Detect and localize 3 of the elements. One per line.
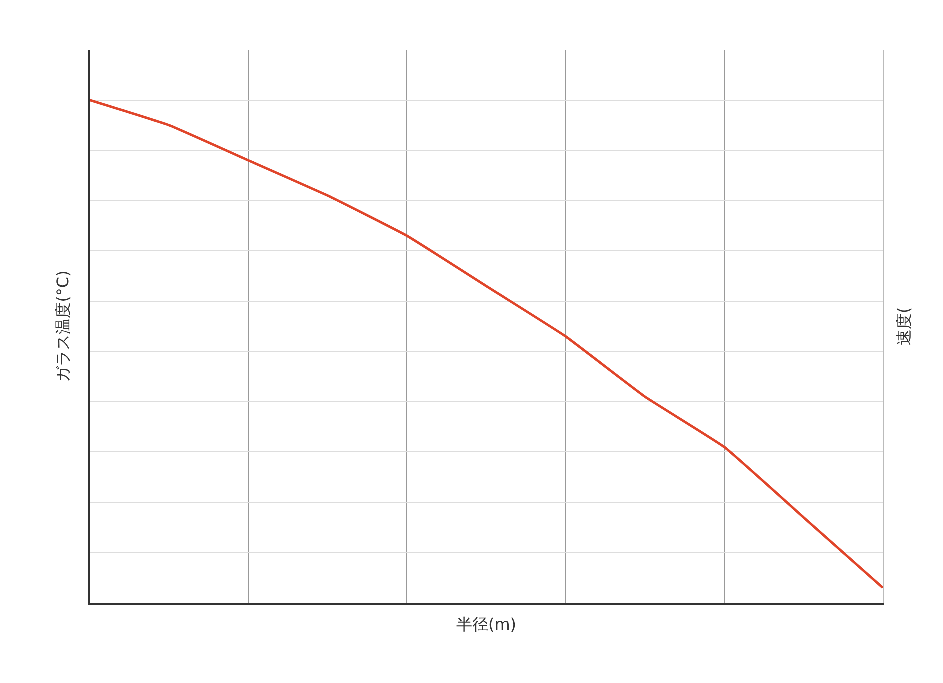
y2-axis-title: 速度( [894, 307, 914, 346]
y-axis-title: ガラス温度(°C) [53, 270, 72, 382]
x-axis-title: 半径(m) [456, 615, 517, 634]
